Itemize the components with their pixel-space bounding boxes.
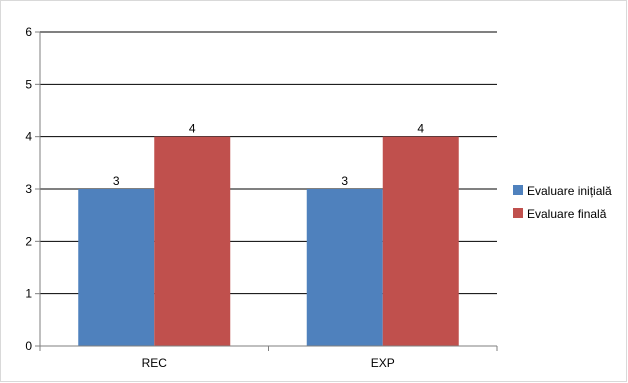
x-tick-labels: REC EXP [39,346,498,370]
data-label-exp-evaluare-ini-ial-: 3 [341,174,348,188]
bar-rec-evaluare-final- [154,136,231,346]
y-tick-label-2: 2 [25,234,32,248]
legend: Evaluare inițială Evaluare finală [513,184,612,221]
y-tick-label-4: 4 [25,130,32,144]
y-tick-label-1: 1 [25,287,32,301]
data-label-exp-evaluare-final-: 4 [417,122,424,136]
y-tick-label-6: 6 [25,25,32,39]
bars [78,136,459,346]
legend-label-evaluare-finala: Evaluare finală [527,207,607,221]
legend-swatch-evaluare-initiala [513,185,523,195]
bar-exp-evaluare-final- [382,136,459,346]
legend-swatch-evaluare-finala [513,208,523,218]
bar-rec-evaluare-ini-ial- [78,189,155,346]
y-tick-labels: 0 1 2 3 4 5 6 [25,25,32,353]
legend-label-evaluare-initiala: Evaluare inițială [527,184,612,198]
y-tick-label-5: 5 [25,77,32,91]
y-tick-label-3: 3 [25,182,32,196]
y-tick-label-0: 0 [25,339,32,353]
bar-exp-evaluare-ini-ial- [306,189,383,346]
data-label-rec-evaluare-final-: 4 [189,122,196,136]
x-tick-label-rec: REC [142,356,168,370]
x-tick-label-exp: EXP [371,356,395,370]
data-labels: 3 4 3 4 [113,122,425,188]
data-label-rec-evaluare-ini-ial-: 3 [113,174,120,188]
